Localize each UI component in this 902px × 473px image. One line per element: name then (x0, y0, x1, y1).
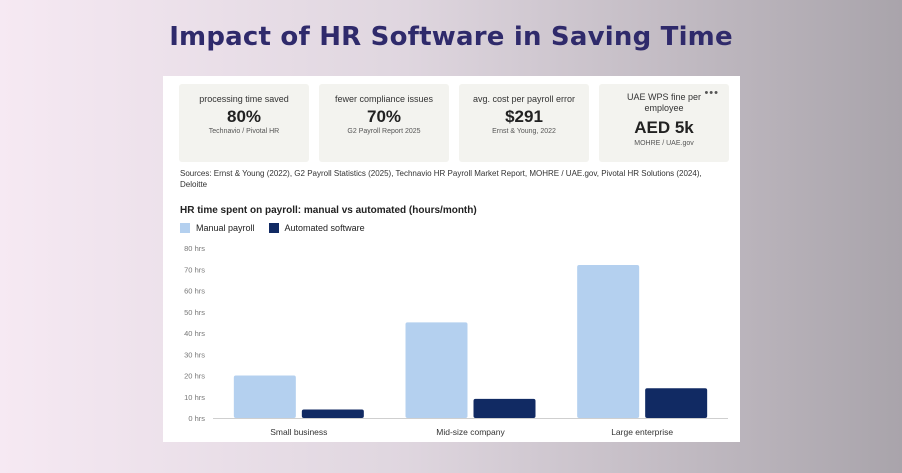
stat-value: AED 5k (634, 118, 694, 137)
bar-automated[interactable] (645, 388, 708, 418)
bar-manual[interactable] (233, 375, 296, 419)
chart-title: HR time spent on payroll: manual vs auto… (180, 205, 477, 216)
stat-value: $291 (505, 107, 543, 126)
stat-source: G2 Payroll Report 2025 (347, 128, 421, 135)
x-tick-label: Large enterprise (611, 427, 673, 437)
y-tick-label: 10 hrs (184, 393, 205, 402)
bar-manual[interactable] (405, 322, 468, 418)
legend-item-manual[interactable]: Manual payroll (180, 223, 255, 233)
legend-label-manual: Manual payroll (196, 223, 255, 233)
x-tick-label: Small business (270, 427, 327, 437)
stat-card-wps-fine: UAE WPS fine per employee AED 5k MOHRE /… (599, 84, 729, 162)
stat-source: Technavio / Pivotal HR (208, 128, 280, 135)
y-tick-label: 20 hrs (184, 372, 205, 381)
stat-cards: processing time saved 80% Technavio / Pi… (179, 84, 729, 162)
y-tick-label: 0 hrs (188, 414, 205, 423)
page-title: Impact of HR Software in Saving Time (169, 22, 733, 52)
sources-note: Sources: Ernst & Young (2022), G2 Payrol… (180, 169, 702, 189)
stat-card-error-cost: avg. cost per payroll error $291 Ernst &… (459, 84, 589, 162)
stat-value: 80% (226, 107, 262, 126)
legend-item-automated[interactable]: Automated software (268, 223, 365, 233)
legend-swatch-manual (180, 223, 190, 233)
legend-label-automated: Automated software (284, 223, 365, 233)
more-horizontal-icon[interactable]: ••• (704, 87, 719, 99)
y-tick-label: 80 hrs (184, 244, 205, 253)
bar-chart: 0 hrs 10 hrs 20 hrs 30 hrs 40 hrs 50 hrs 60 hr… (184, 244, 728, 437)
y-tick-label: 40 hrs (184, 329, 205, 338)
stat-source: MOHRE / UAE.gov (634, 140, 694, 147)
stat-label: UAE WPS fine per employee (626, 92, 702, 113)
stat-label: avg. cost per payroll error (472, 94, 576, 104)
dashboard-panel: processing time saved 80% Technavio / Pi… (163, 76, 740, 442)
y-tick-label: 60 hrs (184, 287, 205, 296)
legend-swatch-automated (268, 223, 279, 233)
stat-card-compliance: fewer compliance issues 70% G2 Payroll R… (319, 84, 449, 162)
y-tick-label: 30 hrs (184, 350, 205, 359)
bar-manual[interactable] (577, 265, 640, 418)
stat-card-processing-time: processing time saved 80% Technavio / Pi… (179, 84, 309, 162)
chart-legend: Manual payroll Automated software (180, 223, 379, 233)
y-tick-label: 50 hrs (184, 308, 205, 317)
bar-automated[interactable] (473, 398, 536, 418)
bar-automated[interactable] (301, 409, 364, 419)
stat-value: 70% (366, 107, 402, 126)
y-tick-label: 70 hrs (184, 265, 205, 274)
stat-label: fewer compliance issues (334, 94, 434, 104)
x-tick-label: Mid-size company (436, 427, 505, 437)
stat-source: Ernst & Young, 2022 (492, 128, 556, 135)
stat-label: processing time saved (199, 94, 289, 104)
